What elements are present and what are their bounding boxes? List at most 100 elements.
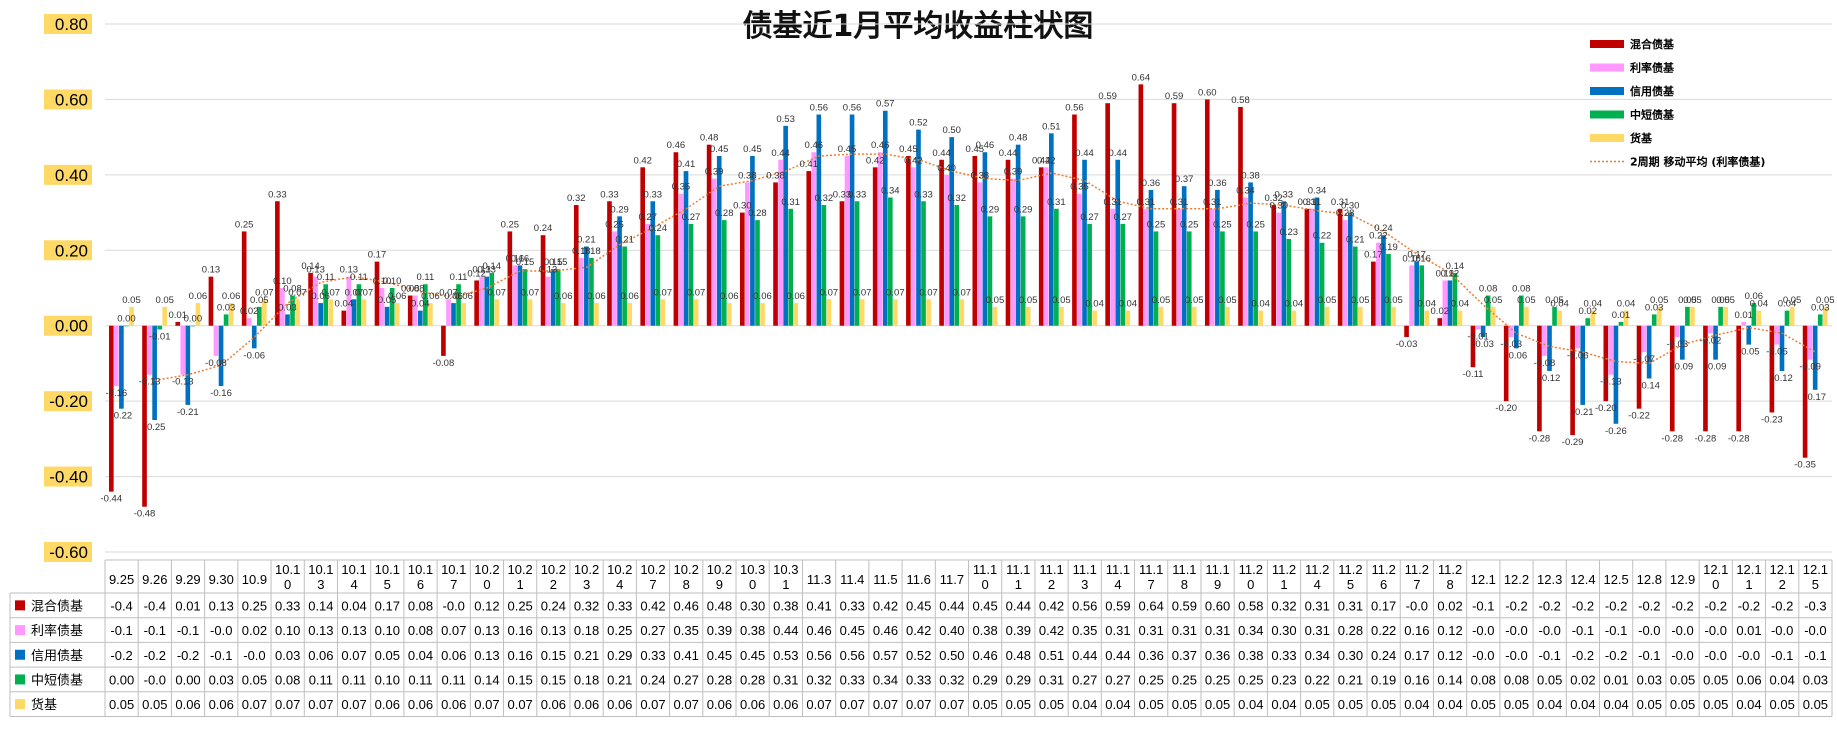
data-label: 0.53 bbox=[776, 114, 795, 125]
bar bbox=[594, 303, 599, 326]
x-tick-label: 10.9 bbox=[242, 572, 267, 587]
bar bbox=[660, 299, 666, 326]
bar bbox=[1404, 325, 1409, 338]
bar bbox=[617, 216, 622, 326]
bar bbox=[1513, 325, 1519, 349]
data-label: -0.08 bbox=[433, 358, 455, 369]
data-label: 0.45 bbox=[743, 144, 762, 155]
table-cell: -0.1 bbox=[177, 623, 199, 638]
table-cell: 0.12 bbox=[474, 598, 499, 613]
table-cell: 0.59 bbox=[1105, 598, 1130, 613]
bar bbox=[1342, 220, 1348, 326]
table-cell: 0.04 bbox=[341, 598, 366, 613]
data-label: 0.59 bbox=[1098, 91, 1117, 102]
data-label: -0.28 bbox=[1728, 433, 1750, 444]
bar bbox=[374, 261, 380, 326]
x-tick-label: 11.3 bbox=[807, 572, 831, 587]
table-cell: 0.31 bbox=[1139, 623, 1164, 638]
data-label: 0.05 bbox=[1683, 295, 1702, 306]
bar bbox=[1125, 310, 1131, 326]
bar bbox=[1636, 325, 1642, 409]
bar bbox=[1253, 231, 1258, 326]
bar bbox=[1419, 265, 1425, 326]
table-cell: 0.02 bbox=[1570, 672, 1595, 687]
bar bbox=[290, 295, 295, 326]
x-tick-label: 2 bbox=[1048, 577, 1055, 592]
bar bbox=[706, 144, 712, 326]
bar bbox=[1186, 231, 1192, 326]
table-cell: 0.31 bbox=[1338, 598, 1363, 613]
bar bbox=[285, 314, 290, 326]
bar bbox=[308, 272, 313, 326]
bar bbox=[1304, 208, 1310, 326]
table-cell: 0.04 bbox=[1770, 672, 1795, 687]
table-cell: 0.05 bbox=[109, 697, 134, 712]
bar bbox=[1105, 103, 1110, 326]
data-label: 0.05 bbox=[1484, 295, 1503, 306]
data-label: 0.48 bbox=[700, 133, 719, 144]
bar bbox=[446, 299, 451, 326]
legend-label: 中短债基 bbox=[1630, 108, 1675, 122]
bar bbox=[882, 110, 888, 326]
data-label: 0.42 bbox=[633, 155, 652, 166]
bar bbox=[1457, 310, 1463, 326]
table-cell: 0.45 bbox=[972, 598, 997, 613]
x-tick-label: 9.29 bbox=[175, 572, 200, 587]
data-label: 0.05 bbox=[378, 295, 397, 306]
table-cell: -0.2 bbox=[1705, 598, 1727, 613]
bar bbox=[379, 288, 385, 326]
bar bbox=[877, 152, 883, 326]
table-cell: 0.01 bbox=[175, 598, 200, 613]
data-label: 0.16 bbox=[506, 253, 525, 264]
data-label: 0.36 bbox=[1142, 178, 1161, 189]
data-label: 0.56 bbox=[843, 103, 862, 114]
data-label: 0.05 bbox=[250, 295, 269, 306]
bar bbox=[1143, 208, 1149, 326]
ytick-label: -0.40 bbox=[49, 468, 88, 487]
data-label: 0.04 bbox=[1451, 299, 1470, 310]
data-label: 0.31 bbox=[1203, 197, 1222, 208]
table-cell: 0.24 bbox=[640, 672, 665, 687]
table-cell: 0.14 bbox=[474, 672, 499, 687]
table-cell: 0.12 bbox=[1437, 623, 1462, 638]
data-label: 0.13 bbox=[477, 265, 496, 276]
bar bbox=[1271, 205, 1277, 326]
data-label: -0.07 bbox=[1633, 354, 1655, 365]
table-cell: 0.08 bbox=[408, 623, 433, 638]
bar bbox=[1452, 272, 1458, 326]
bar bbox=[816, 114, 822, 326]
data-label: 0.17 bbox=[368, 250, 387, 261]
data-label: -0.05 bbox=[1738, 347, 1760, 358]
table-cell: 0.07 bbox=[341, 648, 366, 663]
table-cell: 0.17 bbox=[1404, 648, 1429, 663]
x-tick-label: 12.2 bbox=[1504, 572, 1529, 587]
data-label: 0.05 bbox=[1384, 295, 1403, 306]
table-cell: 0.18 bbox=[574, 623, 599, 638]
table-cell: 0.33 bbox=[840, 672, 865, 687]
bar bbox=[241, 231, 247, 326]
table-cell: 0.34 bbox=[1305, 648, 1330, 663]
ytick-label: 0.40 bbox=[55, 166, 88, 185]
table-cell: 0.33 bbox=[640, 648, 665, 663]
bar bbox=[640, 167, 646, 326]
x-tick-label: 11.1 bbox=[1073, 562, 1097, 577]
data-label: 0.33 bbox=[833, 189, 852, 200]
x-tick-label: 9 bbox=[1214, 577, 1221, 592]
bar bbox=[1324, 306, 1330, 326]
data-label: 0.31 bbox=[781, 197, 800, 208]
ytick-highlight bbox=[44, 315, 92, 336]
table-cell: 0.57 bbox=[873, 648, 898, 663]
data-label: 0.07 bbox=[439, 287, 458, 298]
x-tick-label: 11.2 bbox=[1371, 562, 1395, 577]
data-label: 0.05 bbox=[1678, 295, 1697, 306]
table-cell: 0.04 bbox=[1271, 697, 1296, 712]
bar bbox=[389, 288, 395, 326]
bar bbox=[142, 325, 147, 507]
x-tick-label: 8 bbox=[683, 577, 690, 592]
x-tick-label: 10.2 bbox=[640, 562, 665, 577]
x-tick-label: 11.4 bbox=[840, 572, 864, 587]
bar bbox=[1319, 242, 1325, 326]
bar bbox=[673, 152, 679, 326]
data-label: 0.06 bbox=[189, 291, 208, 302]
data-label: 0.50 bbox=[942, 125, 961, 136]
